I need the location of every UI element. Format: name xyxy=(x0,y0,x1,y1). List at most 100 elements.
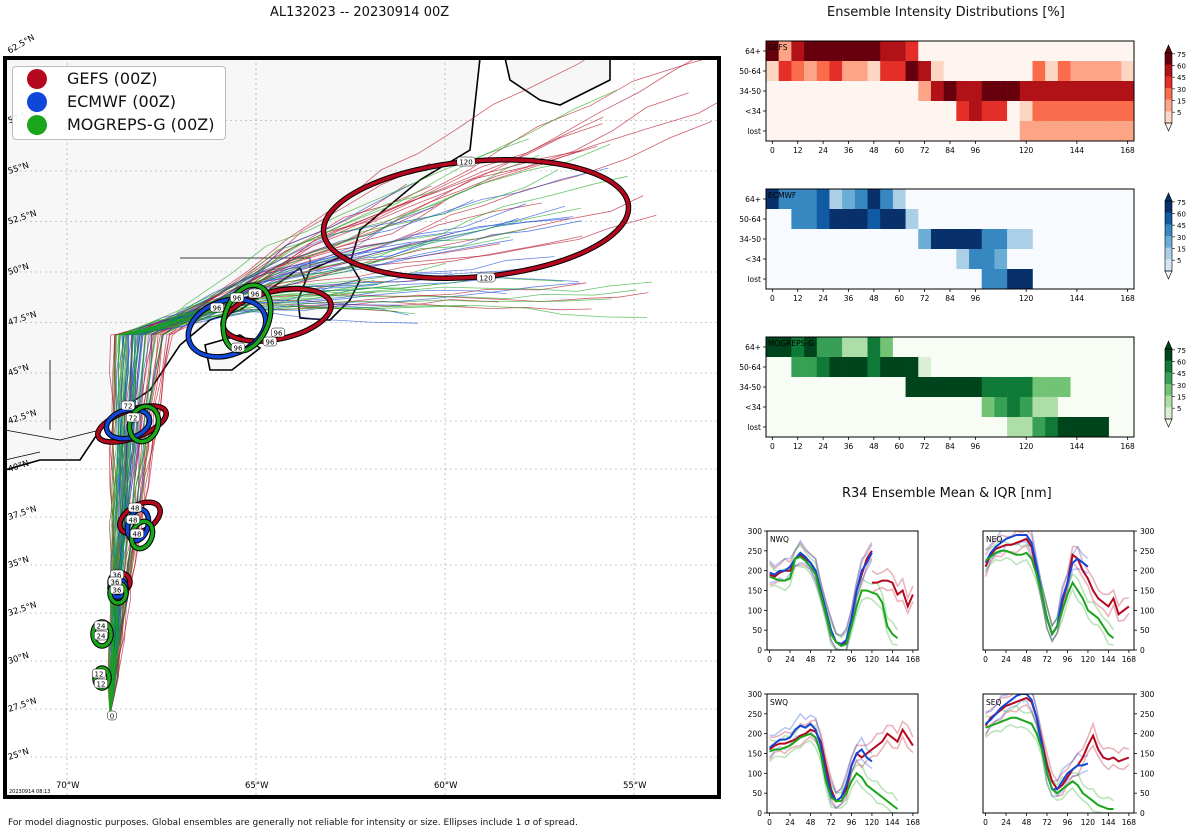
legend-item-gefs: GEFS (00Z) xyxy=(13,67,225,90)
hour-tag: 12 xyxy=(97,681,106,689)
heatmap-cell xyxy=(1070,101,1084,122)
heatmap-cell xyxy=(867,397,881,418)
hour-tag: 48 xyxy=(133,531,142,539)
heatmap-cell xyxy=(766,101,779,122)
heatmap-cell xyxy=(867,81,881,102)
heatmap-cell xyxy=(829,377,843,398)
lon-label: 65°W xyxy=(245,781,269,791)
heatmap-cell xyxy=(816,41,830,62)
heatmap-cell xyxy=(1095,397,1109,418)
x-tick-label: 48 xyxy=(806,818,816,827)
x-tick-label: 96 xyxy=(1063,655,1073,664)
colorbar-segment xyxy=(1165,201,1172,213)
heatmap-cell xyxy=(1007,41,1021,62)
heatmap-cell xyxy=(943,269,957,290)
x-tick-label: 72 xyxy=(1042,818,1052,827)
heatmap-cell xyxy=(791,81,805,102)
mean-line xyxy=(769,555,899,648)
heatmap-cell xyxy=(1083,41,1097,62)
x-tick-label: 72 xyxy=(1042,655,1052,664)
x-tick-label: 168 xyxy=(906,655,921,664)
heatmap-cell xyxy=(1057,101,1071,122)
heatmap-cell xyxy=(842,189,856,210)
x-tick-label: 120 xyxy=(1019,442,1034,451)
mean-line xyxy=(769,732,899,810)
map-title: AL132023 -- 20230914 00Z xyxy=(270,5,450,20)
x-tick-label: 96 xyxy=(847,655,857,664)
heatmap-cell xyxy=(956,41,970,62)
heatmap-cell xyxy=(880,357,894,378)
x-tick-label: 24 xyxy=(818,294,828,303)
heatmap-cell xyxy=(943,61,957,82)
y-tick-label: 50-64 xyxy=(739,215,761,224)
y-tick-label: 300 xyxy=(1140,527,1155,536)
x-tick-label: 144 xyxy=(885,655,900,664)
x-tick-label: 168 xyxy=(1122,818,1137,827)
heatmap-panel-label: GEFS xyxy=(768,43,788,52)
heatmap-cell xyxy=(842,229,856,250)
heatmap-cell xyxy=(778,377,792,398)
hour-tag: 48 xyxy=(131,505,140,513)
hour-tag-box xyxy=(229,292,245,303)
heatmap-cell xyxy=(969,121,983,142)
hour-tag-box xyxy=(456,156,476,167)
heatmap-cell xyxy=(981,121,995,142)
x-tick-label: 72 xyxy=(920,146,930,155)
colorbar-tick-label: 30 xyxy=(1177,86,1186,94)
x-tick-label: 60 xyxy=(894,146,904,155)
hour-tag: 24 xyxy=(97,633,106,641)
heatmap-cell xyxy=(930,269,944,290)
heatmap-cell xyxy=(842,101,856,122)
x-tick-label: 48 xyxy=(869,146,879,155)
heatmap-cell xyxy=(969,189,983,210)
heatmap-cell xyxy=(816,61,830,82)
heatmap-cell xyxy=(1095,121,1109,142)
x-tick-label: 24 xyxy=(1001,655,1011,664)
r34-panel-label: SWQ xyxy=(770,698,788,707)
heatmap-cell xyxy=(854,229,868,250)
heatmap-cell xyxy=(1007,229,1021,250)
heatmap-cell xyxy=(930,377,944,398)
iqr-line xyxy=(769,739,898,813)
heatmap-cell xyxy=(816,269,830,290)
heatmap-cell xyxy=(816,249,830,270)
r34-title: R34 Ensemble Mean & IQR [nm] xyxy=(842,486,1052,501)
colorbar-segment xyxy=(1165,407,1172,420)
hour-tag: 96 xyxy=(251,291,260,299)
heatmap-cell xyxy=(892,357,906,378)
heatmap-cell xyxy=(981,41,995,62)
hour-tag: 96 xyxy=(233,295,242,303)
heatmap-cell xyxy=(981,357,995,378)
heatmap-cell xyxy=(791,41,805,62)
heatmap-cell xyxy=(892,61,906,82)
heatmap-cell xyxy=(816,209,830,230)
heatmap-cell xyxy=(816,101,830,122)
heatmap-cell xyxy=(994,189,1008,210)
heatmap-cell xyxy=(1057,397,1071,418)
heatmap-cell xyxy=(854,209,868,230)
heatmap-cell xyxy=(1019,397,1033,418)
heatmap-cell xyxy=(1032,397,1046,418)
heatmap-cell xyxy=(842,269,856,290)
x-tick-label: 144 xyxy=(1070,294,1085,303)
heatmap-cell xyxy=(918,61,932,82)
heatmap-cell xyxy=(981,249,995,270)
heatmap-cell xyxy=(918,101,932,122)
x-tick-label: 0 xyxy=(767,655,772,664)
heatmap-cell xyxy=(791,269,805,290)
legend-label: GEFS (00Z) xyxy=(67,69,158,88)
heatmap-cell xyxy=(829,81,843,102)
hour-tag-box xyxy=(129,528,145,539)
heatmap-cell xyxy=(994,397,1008,418)
map-legend: GEFS (00Z) ECMWF (00Z) MOGREPS-G (00Z) xyxy=(12,66,226,140)
colorbar-tick-label: 45 xyxy=(1177,370,1186,378)
heatmap-cell xyxy=(829,121,843,142)
heatmap-cell xyxy=(842,377,856,398)
heatmap-cell xyxy=(969,101,983,122)
heatmap-cell xyxy=(1057,81,1071,102)
heatmap-cell xyxy=(880,337,894,358)
heatmap-cell xyxy=(1057,61,1071,82)
hour-tag: 72 xyxy=(129,415,138,423)
heatmap-cell xyxy=(778,357,792,378)
heatmap-cell xyxy=(867,121,881,142)
